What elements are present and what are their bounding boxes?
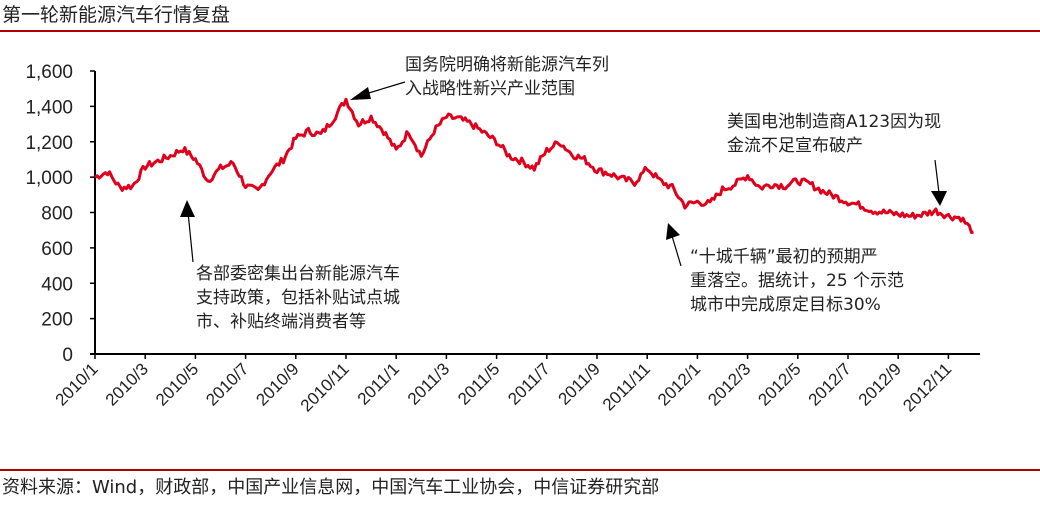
y-tick-label: 400 — [41, 274, 73, 295]
annotation-ten-cities: “十城千辆”最初的预期严 重落空。据统计，25 个示范 城市中完成原定目标30% — [690, 245, 904, 317]
annotation-state-council: 国务院明确将新能源汽车列 入战略性新兴产业范围 — [405, 53, 609, 101]
annotation-line: “十城千辆”最初的预期严 — [690, 247, 878, 267]
arrow-head-icon — [350, 87, 371, 100]
arrow-a123 — [934, 159, 940, 194]
arrow-ministries — [187, 211, 194, 263]
arrow-head-icon — [931, 191, 947, 206]
line-chart: 0 200 400 600 800 1,000 1,200 1,400 1,600 2010/1… — [25, 62, 980, 415]
x-tick-label: 2011/11 — [599, 359, 654, 414]
arrow-ten-cities — [671, 235, 682, 267]
title-divider — [0, 30, 1040, 32]
annotation-line: 市、补贴终端消费者等 — [196, 312, 366, 332]
x-tick-label: 2010/9 — [252, 359, 302, 409]
annotation-ministries-policy: 各部委密集出台新能源汽车 支持政策，包括补贴试点城 市、补贴终端消费者等 — [196, 262, 400, 334]
arrow-head-icon — [180, 200, 195, 217]
x-tick-label: 2010/7 — [202, 359, 252, 409]
y-axis: 0 200 400 600 800 1,000 1,200 1,400 1,600 — [25, 62, 96, 366]
annotation-line: 城市中完成原定目标30% — [690, 295, 881, 315]
x-tick-label: 2011/5 — [454, 359, 503, 408]
y-tick-label: 1,200 — [25, 133, 73, 154]
y-tick-label: 1,000 — [25, 168, 73, 189]
annotation-line: 重落空。据统计，25 个示范 — [690, 271, 905, 291]
x-tick-label: 2012/1 — [654, 359, 704, 409]
annotation-line: 金流不足宣布破产 — [727, 136, 863, 156]
y-tick-label: 1,600 — [25, 62, 73, 83]
y-tick-label: 600 — [41, 239, 73, 260]
x-tick-label: 2012/7 — [805, 359, 855, 409]
y-tick-label: 800 — [41, 204, 73, 225]
x-tick-label: 2010/5 — [152, 359, 202, 409]
x-tick-label: 2011/3 — [404, 359, 453, 408]
annotation-line: 支持政策，包括补贴试点城 — [196, 288, 400, 308]
y-tick-label: 1,400 — [25, 97, 73, 118]
x-tick-label: 2010/11 — [297, 359, 353, 415]
x-tick-label: 2012/9 — [855, 359, 905, 409]
annotation-line: 国务院明确将新能源汽车列 — [405, 55, 609, 75]
annotation-a123: 美国电池制造商A123因为现 金流不足宣布破产 — [727, 110, 941, 158]
x-tick-label: 2010/1 — [52, 359, 102, 409]
arrow-head-icon — [666, 223, 680, 240]
index-line — [94, 97, 974, 234]
annotation-line: 入战略性新兴产业范围 — [405, 79, 575, 99]
source-divider — [0, 469, 1040, 471]
annotation-line: 各部委密集出台新能源汽车 — [196, 264, 400, 284]
x-tick-label: 2012/5 — [754, 359, 804, 409]
chart-title: 第一轮新能源汽车行情复盘 — [2, 4, 231, 26]
annotation-line: 美国电池制造商A123因为现 — [727, 112, 942, 132]
y-tick-label: 200 — [41, 310, 73, 331]
x-tick-label: 2011/7 — [504, 359, 553, 408]
x-tick-label: 2012/3 — [704, 359, 754, 409]
x-tick-label: 2011/9 — [555, 359, 604, 408]
x-tick-label: 2011/1 — [354, 359, 403, 408]
x-tick-label: 2010/3 — [102, 359, 152, 409]
source-note: 资料来源：Wind，财政部，中国产业信息网，中国汽车工业协会，中信证券研究部 — [2, 477, 660, 498]
y-tick-label: 0 — [62, 345, 73, 366]
annotation-arrows — [180, 81, 947, 267]
x-tick-label: 2012/11 — [899, 359, 955, 415]
